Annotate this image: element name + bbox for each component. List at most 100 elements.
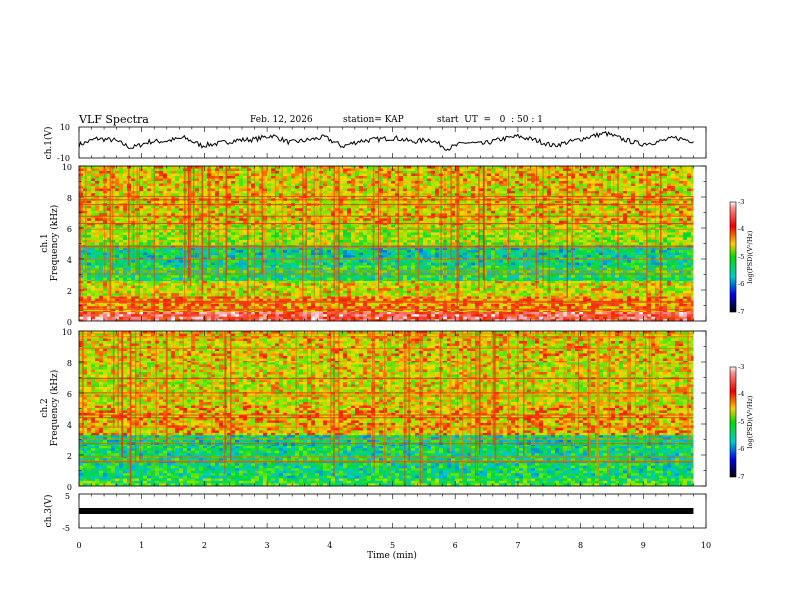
spec1-cell bbox=[227, 306, 231, 309]
spec1-cell bbox=[515, 296, 519, 299]
spec1-cell bbox=[239, 265, 243, 268]
spec1-cell bbox=[471, 306, 475, 309]
spec1-cell bbox=[143, 253, 147, 256]
spec1-cell bbox=[623, 312, 627, 315]
ch1-spectrogram-panel: 10 8 6 4 2 0 ch.1 Frequency (kHz) bbox=[40, 163, 706, 327]
spec1-cell bbox=[111, 317, 115, 320]
spec1-cell bbox=[467, 265, 471, 268]
spec1-cell bbox=[479, 296, 483, 299]
spec1-cell bbox=[355, 312, 359, 315]
spec1-cell bbox=[431, 278, 435, 281]
spec1-cell bbox=[343, 306, 347, 309]
spec1-cell bbox=[491, 283, 495, 286]
spec1-cell bbox=[83, 306, 87, 309]
spec1-cell bbox=[303, 283, 307, 286]
spec1-cell bbox=[679, 281, 683, 284]
spec1-cell bbox=[367, 260, 371, 263]
spec1-cell bbox=[675, 293, 679, 296]
spec1-cell bbox=[495, 278, 499, 281]
spec1-cell bbox=[207, 281, 211, 284]
spec1-cell bbox=[611, 296, 615, 299]
spec1-cell bbox=[307, 253, 311, 256]
spec1-cell bbox=[379, 291, 383, 294]
spec1-cell bbox=[343, 296, 347, 297]
spec1-cell bbox=[399, 255, 403, 258]
spec1-cell bbox=[179, 312, 183, 315]
spec1-cell bbox=[503, 311, 507, 312]
spec1-cell bbox=[451, 281, 455, 284]
spec1-cell bbox=[79, 314, 83, 317]
spec1-cell bbox=[503, 275, 507, 278]
spec1-cell bbox=[211, 283, 215, 286]
spec1-cell bbox=[303, 291, 307, 294]
spec1-cell bbox=[367, 306, 371, 309]
spec1-cell bbox=[503, 317, 507, 320]
spec1-cell bbox=[195, 304, 199, 307]
spec1-cell bbox=[479, 293, 483, 296]
spec1-cell bbox=[431, 304, 435, 307]
spec1-cell bbox=[411, 278, 415, 281]
spec1-cell bbox=[155, 275, 159, 278]
spec1-cell bbox=[387, 296, 391, 297]
spec1-cell bbox=[519, 260, 523, 263]
spec1-cell bbox=[423, 311, 427, 312]
spec1-cell bbox=[175, 293, 179, 296]
spec1-cell bbox=[175, 304, 179, 307]
spec1-cell bbox=[531, 253, 535, 256]
spec1-cell bbox=[595, 311, 599, 312]
spec1-cell bbox=[611, 317, 615, 320]
spec1-cell bbox=[563, 253, 567, 256]
spec1-cell bbox=[587, 280, 591, 281]
spec1-cell bbox=[127, 291, 131, 294]
spec1-cell bbox=[391, 306, 395, 309]
spec1-cell bbox=[243, 280, 247, 281]
spec1-cell bbox=[679, 283, 683, 286]
spec1-cell bbox=[231, 253, 235, 256]
spec1-cell bbox=[287, 263, 291, 266]
spec1-cell bbox=[671, 304, 675, 307]
spec1-cell bbox=[519, 293, 523, 296]
spec1-cell bbox=[519, 278, 523, 281]
spec1-cell bbox=[363, 253, 367, 256]
spec1-cell bbox=[675, 291, 679, 294]
spec1-cell bbox=[519, 280, 523, 281]
spec1-cell bbox=[671, 280, 675, 281]
spec1-cell bbox=[119, 311, 123, 312]
spec1-cell bbox=[127, 311, 131, 312]
spec1-cell bbox=[351, 311, 355, 312]
spec1-cell bbox=[119, 255, 123, 258]
spec1-cell bbox=[471, 250, 475, 253]
spec1-cell bbox=[655, 312, 659, 315]
spec1-cell bbox=[91, 250, 95, 253]
spec1-cell bbox=[171, 281, 175, 284]
spec1-cell bbox=[451, 278, 455, 281]
spec1-cell bbox=[279, 275, 283, 278]
spec1-cell bbox=[651, 291, 655, 294]
spec1-cell bbox=[671, 286, 675, 289]
spec1-cell bbox=[367, 286, 371, 289]
spec1-cell bbox=[635, 312, 639, 315]
spec1-cell bbox=[279, 281, 283, 284]
spec1-cell bbox=[667, 250, 671, 253]
spec1-cell bbox=[487, 250, 491, 253]
spec1-cell bbox=[423, 293, 427, 296]
spec1-cell bbox=[555, 291, 559, 294]
spec1-cell bbox=[347, 260, 351, 263]
spec1-cell bbox=[635, 278, 639, 281]
spec1-cell bbox=[351, 253, 355, 256]
spec1-cell bbox=[575, 293, 579, 296]
spec1-cell bbox=[231, 296, 235, 297]
spec1-cell bbox=[439, 304, 443, 307]
spec1-cell bbox=[383, 306, 387, 309]
spec1-cell bbox=[267, 304, 271, 307]
spec1-cell bbox=[231, 275, 235, 278]
spec1-cell bbox=[635, 260, 639, 263]
spec1-cell bbox=[179, 255, 183, 258]
spec1-cell bbox=[575, 280, 579, 281]
spec1-cell bbox=[163, 253, 167, 256]
spec1-cell bbox=[191, 291, 195, 294]
spec1-cell bbox=[335, 317, 339, 320]
spec1-cell bbox=[503, 293, 507, 296]
spec1-cell bbox=[535, 296, 539, 299]
spec1-cell bbox=[675, 312, 679, 315]
